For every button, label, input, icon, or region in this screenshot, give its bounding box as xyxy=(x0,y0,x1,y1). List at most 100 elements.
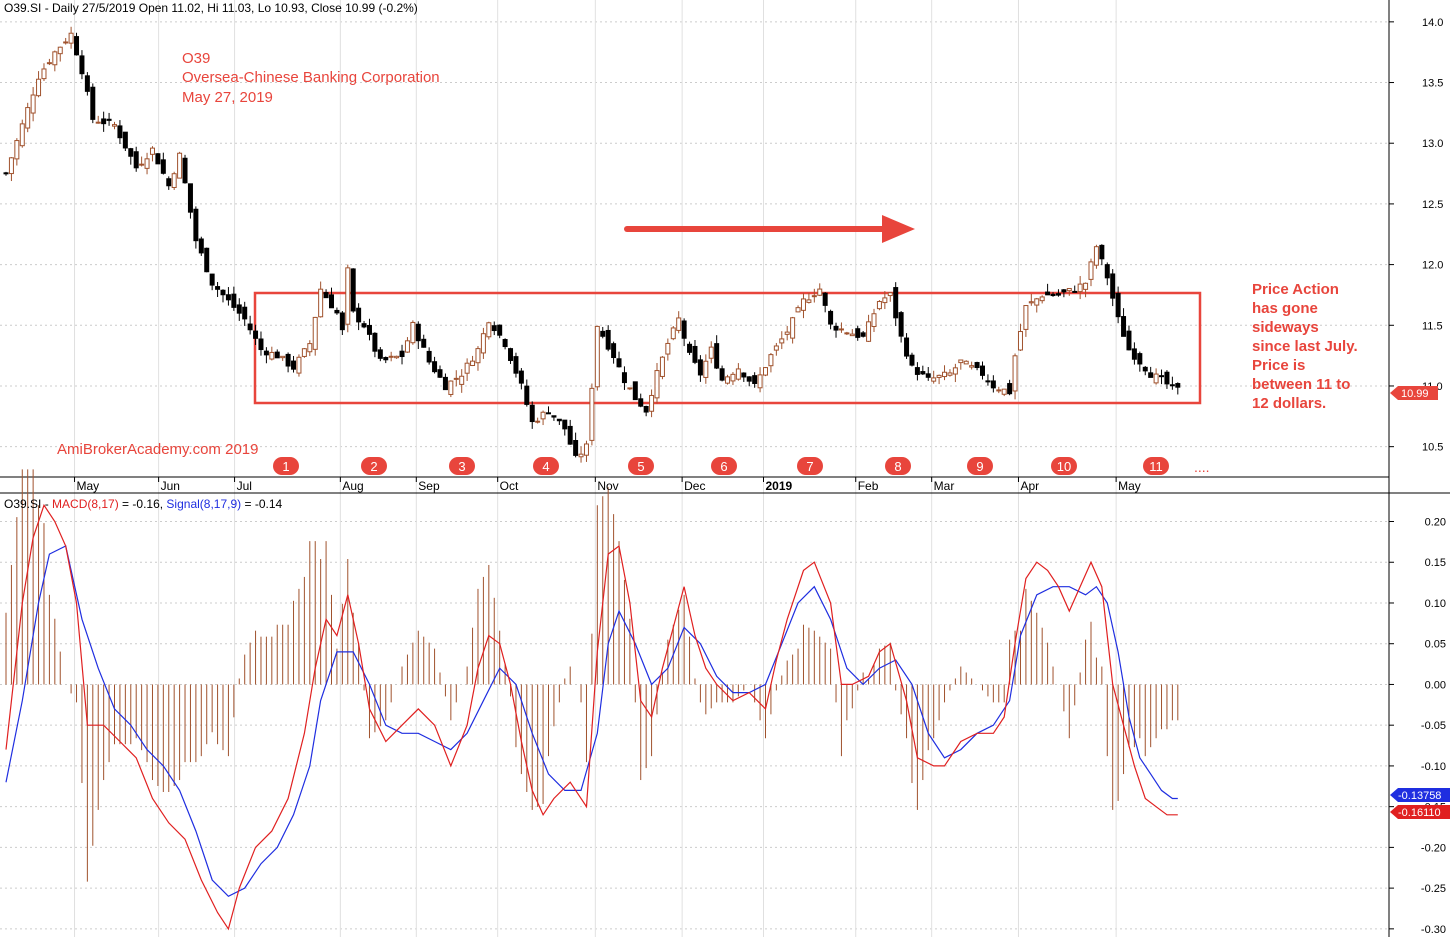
candle-body xyxy=(253,330,259,339)
marker-label: 2 xyxy=(370,459,377,474)
price-tick-label: 12.0 xyxy=(1422,260,1443,272)
marker-label: 8 xyxy=(894,459,901,474)
candle-body xyxy=(149,147,155,155)
candle-body xyxy=(41,68,47,80)
candle-body xyxy=(909,354,915,366)
macd-tick-label: -0.25 xyxy=(1421,883,1446,895)
candle-body xyxy=(388,355,394,358)
candle-body xyxy=(1093,246,1099,266)
candle-body xyxy=(833,325,839,331)
candle-body xyxy=(475,348,481,364)
candle-body xyxy=(665,342,671,355)
candle-body xyxy=(1104,264,1110,279)
candle-body xyxy=(627,387,633,390)
signal-series-value: = -0.14 xyxy=(241,497,282,511)
candle-body xyxy=(215,286,221,290)
candle-body xyxy=(437,369,443,378)
candle-body xyxy=(697,359,703,376)
candle-body xyxy=(811,295,817,298)
date-tick-label: Oct xyxy=(500,479,519,493)
macd-header: O39.SI - MACD(8,17) = -0.16, Signal(8,17… xyxy=(4,497,282,511)
candle-body xyxy=(1045,291,1051,296)
candle-body xyxy=(1012,355,1018,392)
marker-badge xyxy=(1051,457,1077,475)
candle-body xyxy=(1099,244,1105,260)
candle-body xyxy=(502,339,508,348)
candle-body xyxy=(128,148,134,157)
marker-8: 8 xyxy=(885,457,911,475)
marker-3: 3 xyxy=(449,457,475,475)
candle-body xyxy=(383,357,389,361)
candle-body xyxy=(57,46,63,55)
candle-body xyxy=(307,343,313,353)
date-axis-ticks: May Jun Jul Aug Sep Oct Nov Dec 2019 Feb Mar Apr May xyxy=(74,477,1141,493)
candle-body xyxy=(860,332,866,337)
marker-4: 4 xyxy=(533,457,559,475)
candle-body xyxy=(893,287,899,319)
candle-body xyxy=(209,273,215,286)
macd-line xyxy=(5,503,1178,931)
marker-5: 5 xyxy=(628,457,654,475)
marker-label: 1 xyxy=(282,459,289,474)
macd-tick-label: -0.20 xyxy=(1421,842,1446,854)
candle-body xyxy=(329,294,334,309)
note-line: between 11 to xyxy=(1252,376,1350,393)
macd-tick-label: -0.05 xyxy=(1421,720,1446,732)
candle-body xyxy=(947,372,953,376)
candle-body xyxy=(30,94,36,114)
marker-badge xyxy=(1143,457,1169,475)
date-tick-label: Feb xyxy=(858,479,879,493)
candle-body xyxy=(117,125,123,139)
marker-label: 6 xyxy=(720,459,727,474)
candle-body xyxy=(763,367,768,376)
candle-body xyxy=(1153,373,1159,384)
candle-body xyxy=(193,208,199,242)
candle-body xyxy=(1077,283,1083,293)
candle-body xyxy=(990,380,996,389)
candle-body xyxy=(318,288,324,318)
candle-body xyxy=(139,163,145,166)
candle-body xyxy=(415,323,421,342)
candle-body xyxy=(1055,293,1061,296)
candle-body xyxy=(725,376,731,384)
marker-7: 7 xyxy=(797,457,823,475)
candle-body xyxy=(649,394,655,412)
macd-tick-label: 0.05 xyxy=(1425,639,1446,651)
candle-body xyxy=(540,411,546,420)
candle-body xyxy=(350,268,356,312)
candle-body xyxy=(887,292,893,297)
candle-body xyxy=(486,322,492,338)
candle-body xyxy=(822,292,828,306)
candle-body xyxy=(670,327,676,340)
candle-body xyxy=(866,321,872,342)
candle-body xyxy=(480,333,486,354)
candle-body xyxy=(687,343,693,353)
candle-body xyxy=(654,370,660,399)
macd-tick-label: 0.20 xyxy=(1425,517,1446,529)
candle-body xyxy=(84,75,90,92)
candle-body xyxy=(25,107,31,129)
watermark-text: AmiBrokerAcademy.com 2019 xyxy=(57,441,258,458)
candle-body xyxy=(8,157,14,175)
candle-body xyxy=(795,307,801,313)
candle-body xyxy=(19,123,25,147)
candle-body xyxy=(470,360,476,367)
candle-body xyxy=(68,32,74,44)
candle-body xyxy=(942,371,948,378)
candle-body xyxy=(171,173,177,188)
candle-body xyxy=(3,172,9,175)
date-tick-label: Apr xyxy=(1020,479,1039,493)
candle-body xyxy=(914,367,920,375)
candle-body xyxy=(1028,301,1034,304)
candle-body xyxy=(63,41,69,44)
marker-label: 3 xyxy=(458,459,465,474)
candle-body xyxy=(838,328,844,331)
marker-badge xyxy=(628,457,654,475)
candle-body xyxy=(269,351,275,360)
candle-body xyxy=(589,387,595,441)
macd-tick-label: 0.10 xyxy=(1425,598,1446,610)
candle-body xyxy=(432,361,438,373)
candle-body xyxy=(714,343,720,369)
candle-body xyxy=(556,418,562,422)
